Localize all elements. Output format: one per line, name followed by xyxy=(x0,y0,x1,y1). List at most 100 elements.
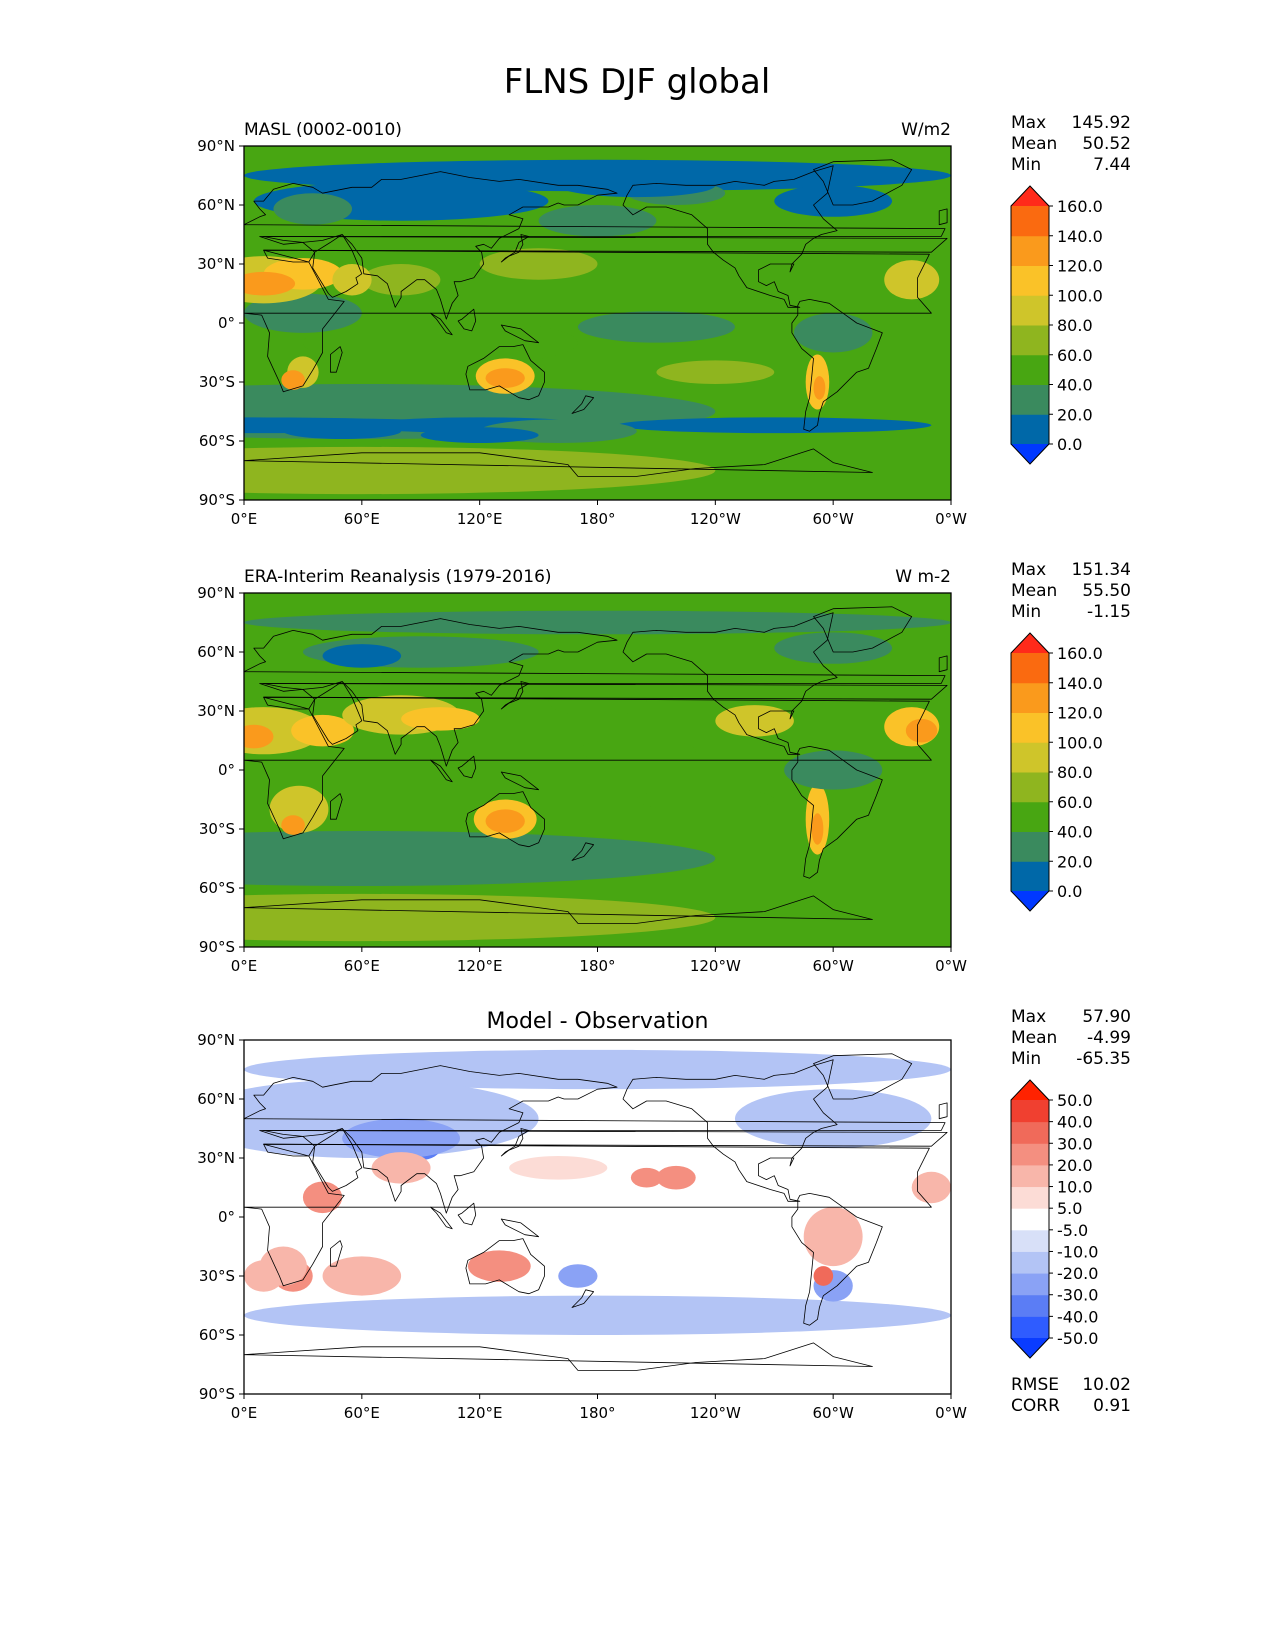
colorbar-label: 100.0 xyxy=(1057,733,1103,752)
contour-region xyxy=(485,368,525,388)
contour-region xyxy=(302,1181,343,1214)
contour-region xyxy=(302,319,578,367)
contour-region xyxy=(538,205,657,237)
contour-region xyxy=(244,1079,539,1158)
contour-region xyxy=(244,1295,951,1336)
colorbar-label: 50.0 xyxy=(1057,1091,1093,1110)
colorbar-label: 120.0 xyxy=(1057,257,1103,276)
y-tick-label: 30°S xyxy=(199,373,235,391)
y-tick-label: 30°N xyxy=(197,1149,235,1167)
contour-region xyxy=(479,248,598,280)
contour-region xyxy=(361,264,441,296)
coastline xyxy=(312,681,363,745)
contour-region xyxy=(813,1266,834,1286)
contour-region xyxy=(281,370,305,390)
y-tick-label: 30°N xyxy=(197,702,235,720)
colorbar-extend-max xyxy=(1011,186,1049,206)
coastline xyxy=(329,793,343,820)
colorbar-segment xyxy=(1011,653,1049,684)
coastline xyxy=(244,1143,932,1287)
contour-region xyxy=(577,738,696,763)
colorbar-label: 140.0 xyxy=(1057,227,1103,246)
x-tick-label: 180° xyxy=(579,1404,615,1422)
y-tick-label: 60°N xyxy=(197,196,235,214)
y-tick-label: 30°N xyxy=(197,255,235,273)
colorbar-label: 0.0 xyxy=(1057,435,1082,454)
stat-label: Min xyxy=(1011,602,1041,622)
panel-title: Model - Observation xyxy=(487,1009,709,1034)
coastline xyxy=(244,696,932,840)
colorbar-segment xyxy=(1011,1143,1049,1166)
colorbar: -50.0 -40.0 -30.0 -20.0 -10.0 -5.0 5.0 10.0 20.0… xyxy=(1010,1079,1098,1359)
contour-region xyxy=(784,750,883,790)
contour-region xyxy=(283,423,402,440)
stat-value: 0.91 xyxy=(1093,1396,1131,1416)
contour-region xyxy=(244,610,951,635)
colorbar-segment xyxy=(1011,1316,1049,1339)
coastline xyxy=(622,612,838,755)
coastline xyxy=(500,1128,530,1157)
coastline xyxy=(244,895,873,924)
contour-region xyxy=(244,1260,284,1292)
x-tick-label: 0°E xyxy=(231,510,258,528)
y-tick-label: 90°N xyxy=(197,584,235,602)
x-tick-label: 120°E xyxy=(457,1404,503,1422)
contour-region xyxy=(244,830,716,887)
contour-region xyxy=(905,718,938,743)
colorbar-segment xyxy=(1011,1121,1049,1144)
colorbar-segment xyxy=(1011,265,1049,296)
contour-region xyxy=(813,376,826,400)
coastline xyxy=(312,1128,363,1192)
colorbar-segment xyxy=(1011,354,1049,385)
stat-label: Max xyxy=(1011,1007,1046,1027)
contour-region xyxy=(467,1250,531,1282)
colorbar-label: -50.0 xyxy=(1057,1329,1098,1348)
colorbar-segment xyxy=(1011,1208,1049,1231)
y-tick-label: 90°S xyxy=(199,1385,235,1403)
colorbar-label: 60.0 xyxy=(1057,346,1093,365)
y-tick-label: 60°S xyxy=(199,879,235,897)
stat-label: RMSE xyxy=(1011,1375,1059,1395)
contour-region xyxy=(734,1089,932,1149)
map-panel-2: 0°E 60°E 120°E 180° 120°W 60°W 0°W 90°N 60°N 30°N… xyxy=(197,560,1131,975)
y-tick-label: 60°N xyxy=(197,1090,235,1108)
y-tick-label: 60°S xyxy=(199,432,235,450)
colorbar-segment xyxy=(1011,295,1049,326)
coastline xyxy=(571,395,594,414)
coastline xyxy=(457,1202,477,1226)
contour-region xyxy=(884,260,940,300)
colorbar-segment xyxy=(1011,772,1049,803)
x-tick-label: 60°W xyxy=(812,510,854,528)
contour-region xyxy=(811,813,824,845)
coastline xyxy=(430,1206,453,1230)
colorbar-label: 30.0 xyxy=(1057,1134,1093,1153)
colorbar-extend-min xyxy=(1011,444,1049,464)
coastline xyxy=(430,759,453,783)
stat-value: -4.99 xyxy=(1087,1028,1131,1048)
stat-value: 50.52 xyxy=(1082,134,1131,154)
contour-region xyxy=(420,427,539,443)
contour-region xyxy=(509,1156,608,1180)
coastline xyxy=(938,208,948,226)
coastline xyxy=(791,746,883,879)
colorbar-label: -20.0 xyxy=(1057,1264,1098,1283)
stat-label: Mean xyxy=(1011,1028,1057,1048)
coastline xyxy=(465,1238,545,1295)
contour-region xyxy=(577,311,735,343)
colorbar-label: 40.0 xyxy=(1057,376,1093,395)
colorbar-label: 80.0 xyxy=(1057,763,1093,782)
x-tick-label: 60°E xyxy=(344,957,380,975)
stat-label: Max xyxy=(1011,113,1046,133)
stat-label: Min xyxy=(1011,1049,1041,1069)
colorbar-label: 60.0 xyxy=(1057,793,1093,812)
contour-region xyxy=(636,787,775,812)
y-tick-label: 0° xyxy=(218,1208,235,1226)
panel-units: W m-2 xyxy=(895,567,951,587)
contour-region xyxy=(342,1118,461,1159)
colorbar-extend-max xyxy=(1011,633,1049,653)
x-tick-label: 60°E xyxy=(344,1404,380,1422)
coastline xyxy=(813,606,913,653)
contour-region xyxy=(774,185,893,217)
coastline xyxy=(571,842,594,861)
